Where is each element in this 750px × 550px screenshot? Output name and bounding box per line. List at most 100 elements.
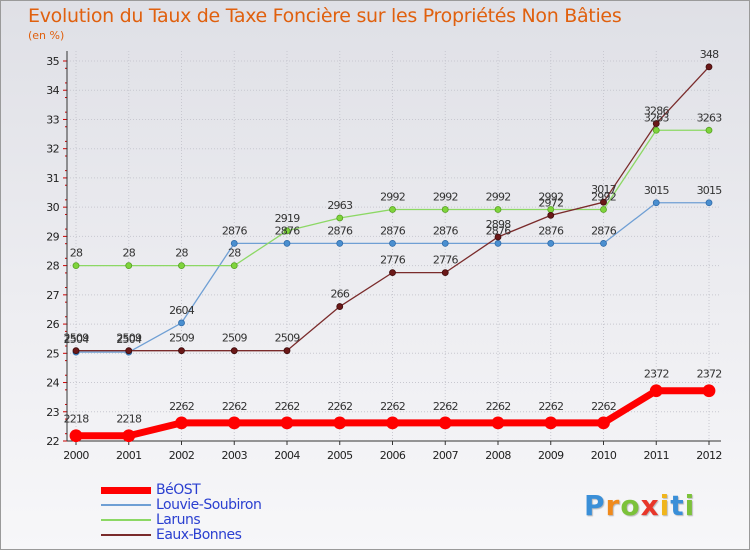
x-tick-label: 2006: [380, 449, 406, 462]
data-point: [705, 126, 713, 134]
data-point: [494, 206, 502, 213]
data-point: [122, 429, 136, 443]
x-tick-label: 2008: [485, 449, 511, 462]
data-label: 2372: [644, 368, 669, 381]
data-label: 2876: [538, 224, 564, 237]
data-label: 2509: [222, 332, 248, 345]
data-label: 266: [330, 288, 349, 301]
logo-letter: i: [684, 489, 696, 522]
data-label: 28: [123, 247, 136, 260]
data-label: 2509: [275, 332, 301, 345]
logo-letter: r: [605, 489, 621, 522]
logo-letter: o: [620, 489, 641, 522]
data-point: [600, 239, 607, 247]
data-label: 2262: [275, 400, 300, 413]
data-label: 3017: [591, 183, 617, 196]
data-label: 2992: [591, 190, 616, 203]
y-tick-label: 27: [46, 289, 59, 302]
data-point: [494, 239, 502, 247]
data-label: 2262: [169, 400, 194, 413]
data-label: 3015: [644, 184, 670, 197]
axes: 22 23 24 25 26 27 28 29 30 31 32 33 34 35 2000 2001 2002…: [46, 51, 722, 462]
legend-label-beost: BéOST: [156, 482, 201, 498]
y-tick-label: 25: [46, 347, 59, 360]
data-point: [283, 227, 291, 235]
data-point: [178, 262, 185, 270]
data-point: [72, 262, 80, 270]
data-point: [547, 211, 555, 219]
logo-letter: P: [584, 489, 606, 522]
data-point: [386, 416, 399, 430]
data-point: [283, 347, 291, 355]
data-label: 3015: [697, 184, 723, 197]
y-axis-unit-label: (en %): [28, 29, 65, 42]
x-tick-label: 2000: [63, 449, 89, 462]
data-label: 2963: [327, 199, 353, 212]
data-point: [230, 239, 238, 247]
data-label: 2218: [64, 413, 90, 426]
data-label: 2876: [327, 224, 353, 237]
data-label: 28: [175, 247, 188, 260]
y-tick-label: 23: [46, 406, 59, 419]
y-tick-label: 24: [46, 377, 59, 390]
y-tick-label: 33: [46, 113, 59, 126]
data-label: 2262: [433, 400, 458, 413]
y-tick-label: 30: [46, 201, 59, 214]
data-label: 2992: [486, 190, 511, 203]
data-label: 2504: [116, 333, 142, 346]
chart-title: Evolution du Taux de Taxe Foncière sur l…: [28, 5, 622, 27]
data-label: 3286: [644, 105, 670, 118]
legend-label-louvie-soubiron: Louvie-Soubiron: [156, 497, 262, 513]
y-tick-label: 35: [46, 55, 59, 68]
y-tick-label: 26: [46, 318, 59, 331]
data-point: [230, 262, 238, 270]
data-label: 2262: [222, 400, 247, 413]
data-point: [69, 429, 83, 443]
logo-letter: x: [640, 489, 660, 522]
data-label: 2504: [64, 333, 90, 346]
data-label: 2372: [697, 368, 722, 381]
data-label: 2262: [380, 400, 405, 413]
data-label: 3263: [644, 111, 670, 124]
data-label: 2992: [538, 190, 563, 203]
data-label: 2992: [380, 190, 405, 203]
data-label: 2876: [275, 224, 301, 237]
legend-swatch-eaux-bonnes: [101, 534, 151, 536]
data-point: [230, 347, 238, 355]
data-label: 2509: [169, 332, 195, 345]
data-label: 2972: [538, 196, 563, 209]
data-label: 2262: [538, 400, 563, 413]
legend-swatch-laruns: [101, 519, 151, 521]
x-tick-label: 2002: [169, 449, 195, 462]
x-tick-label: 2003: [221, 449, 247, 462]
data-label: 2262: [327, 400, 352, 413]
x-tick-label: 2011: [643, 449, 669, 462]
data-point: [544, 416, 558, 430]
data-point: [438, 416, 452, 430]
data-point: [652, 126, 660, 134]
data-point: [72, 347, 80, 355]
data-point: [227, 416, 241, 430]
data-point: [600, 198, 607, 206]
data-point: [491, 416, 505, 430]
data-point: [494, 233, 502, 241]
data-labels: 2218 2218 2262 2262 2262 2262 2262 2262 2262 2262…: [64, 48, 723, 426]
data-label: 2876: [433, 224, 459, 237]
x-tick-label: 2010: [591, 449, 617, 462]
data-point: [600, 206, 607, 213]
data-point: [175, 416, 188, 430]
data-point: [547, 239, 555, 247]
y-tick-label: 22: [46, 435, 59, 448]
data-point: [702, 384, 716, 398]
x-tick-label: 2009: [538, 449, 564, 462]
data-point: [652, 199, 660, 207]
data-label: 2876: [591, 224, 617, 237]
data-label: 28: [228, 247, 241, 260]
data-label: 2919: [275, 212, 301, 225]
data-point: [125, 262, 133, 270]
x-tick-label: 2004: [274, 449, 300, 462]
data-label: 2509: [64, 332, 90, 345]
data-point: [389, 239, 396, 247]
